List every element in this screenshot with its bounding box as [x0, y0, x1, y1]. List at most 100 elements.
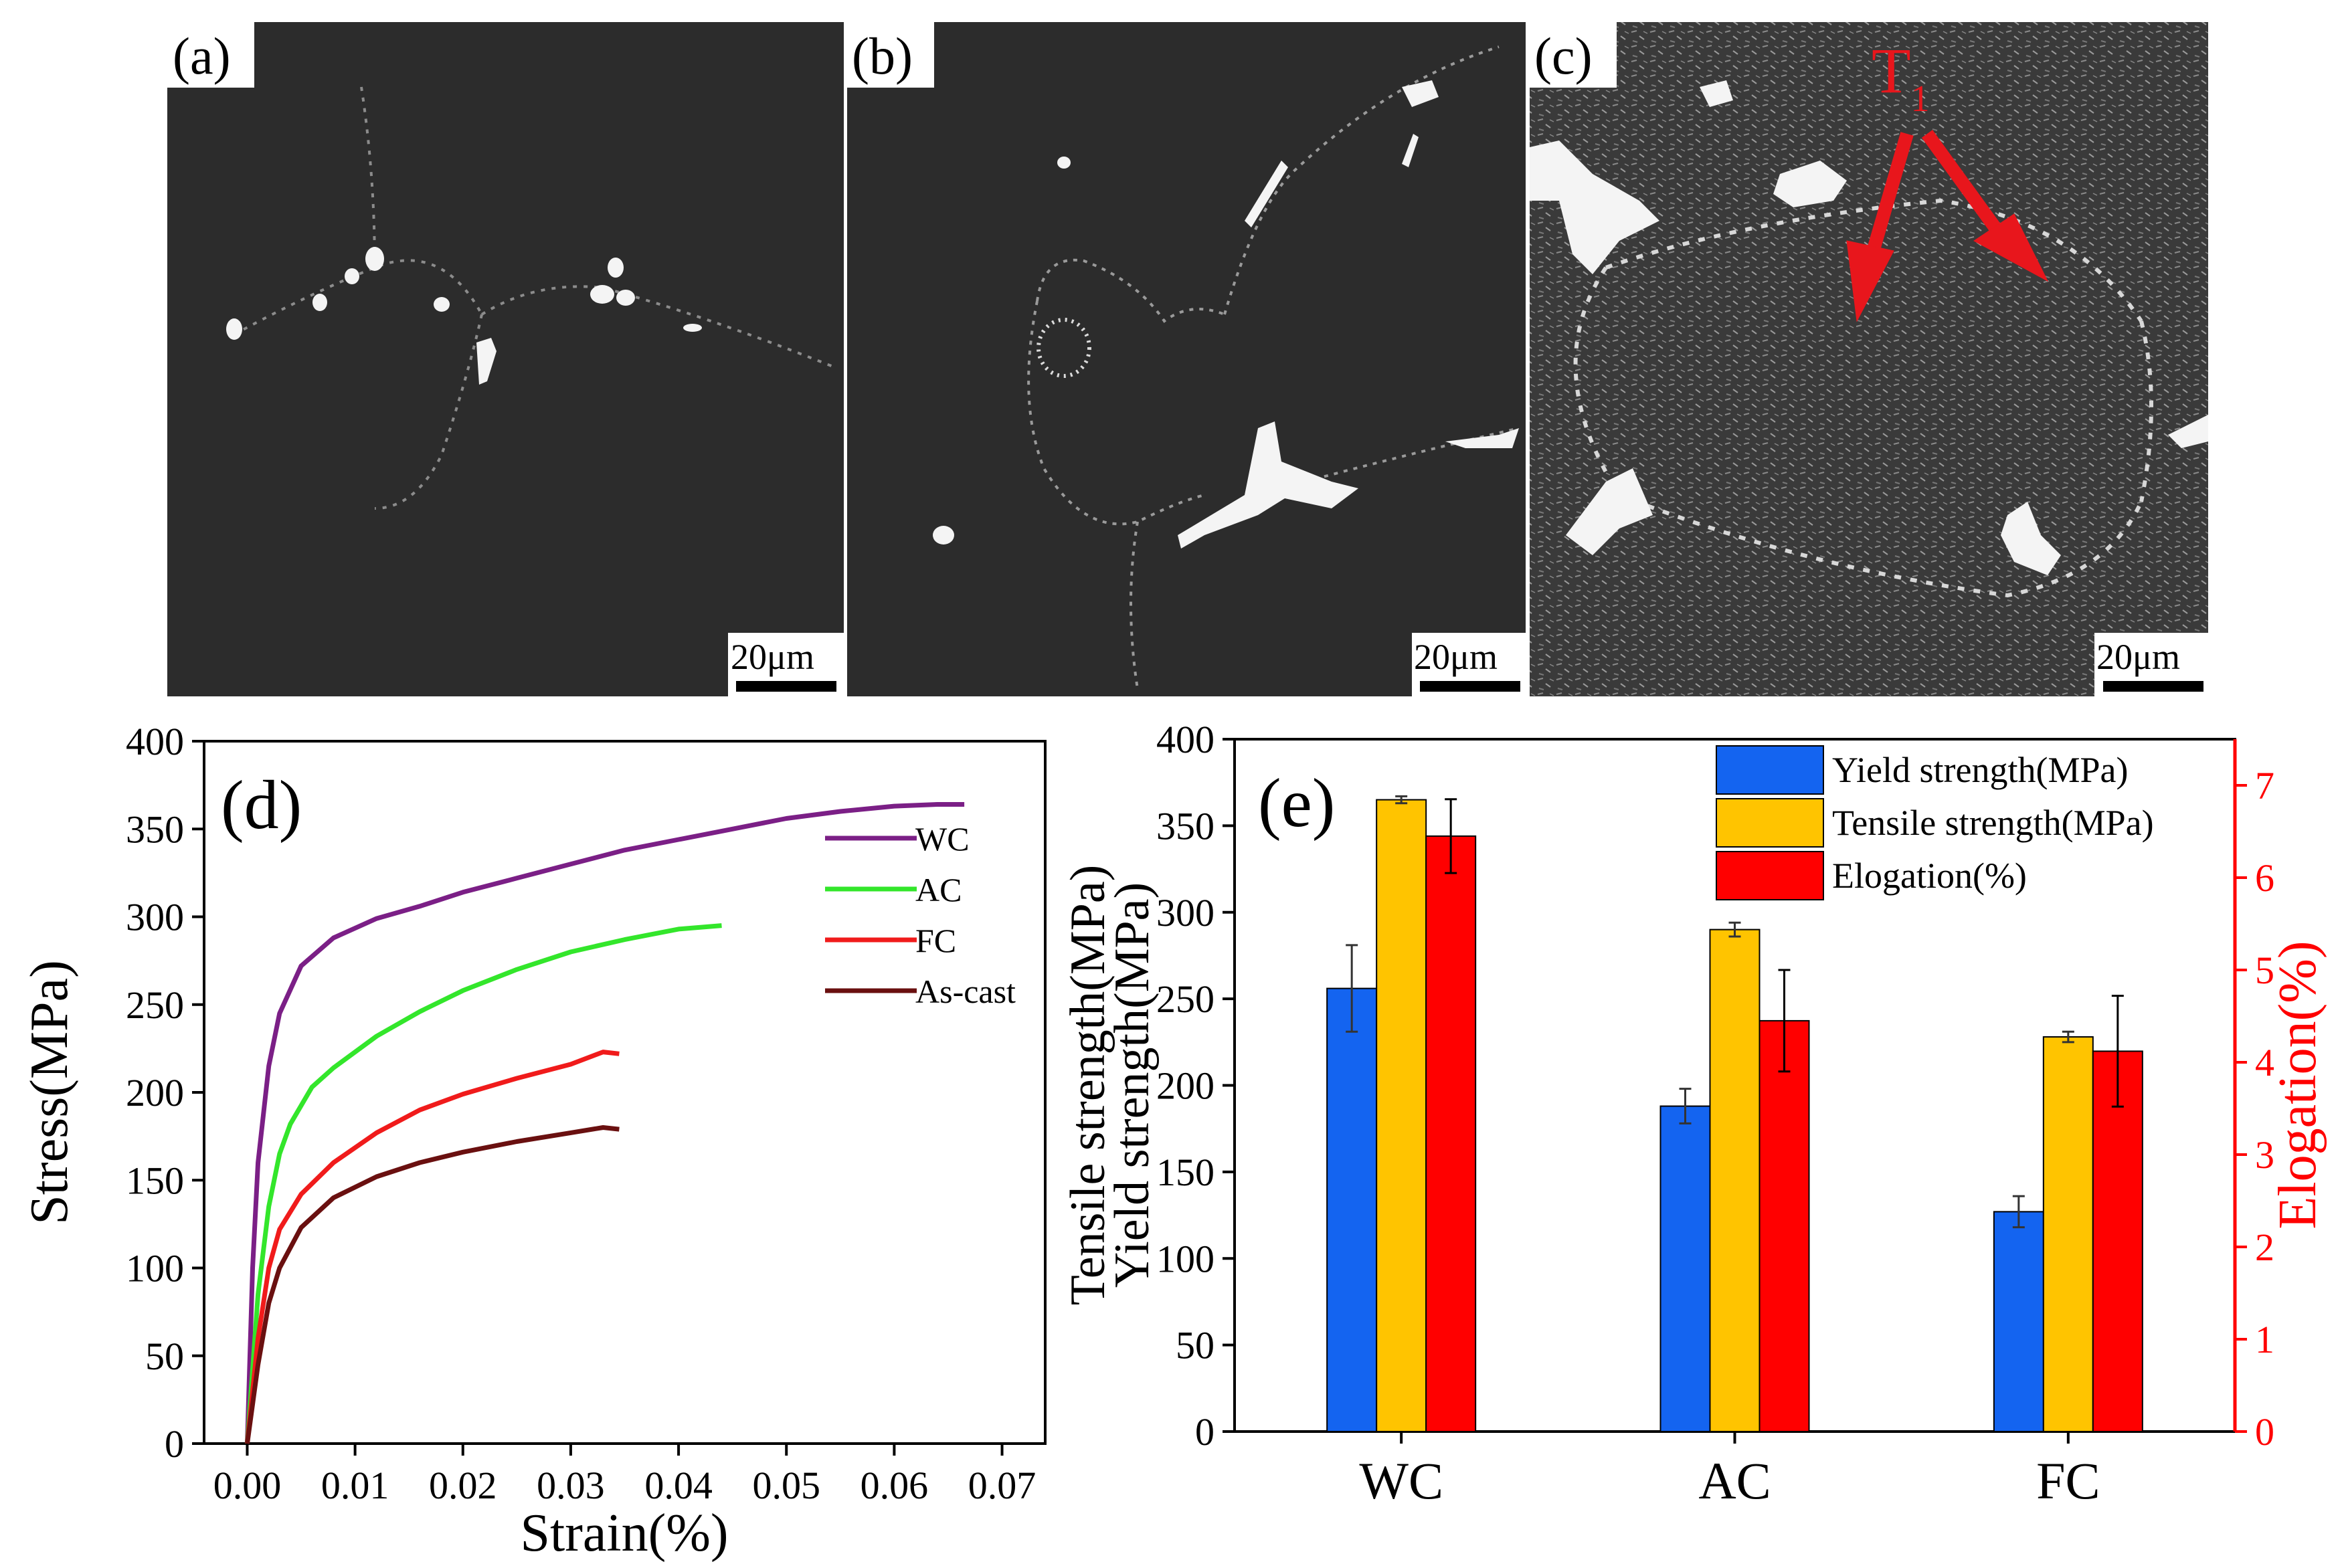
panel-c-label: (c)	[1534, 27, 1593, 85]
y-tick-label: 100	[126, 1247, 184, 1290]
legend-swatch-tensile-strength-mpa	[1716, 798, 1824, 848]
chart-e-ylabel-line-2: Yield strength(MPa)	[1105, 882, 1160, 1288]
strength-bar-chart: (e) Tensile strength(MPa) Yield strength…	[1061, 718, 2327, 1510]
y-tick-label: 150	[126, 1159, 184, 1202]
y-tick-label: 400	[1156, 718, 1214, 761]
x-tick-label: 0.02	[429, 1464, 497, 1507]
x-tick-label: 0.06	[861, 1464, 929, 1507]
scale-bar-c-label: 20μm	[2096, 637, 2180, 677]
grain-boundary-a	[234, 86, 837, 510]
grain-boundary-b	[1027, 45, 1520, 690]
second-phase-a	[226, 247, 702, 385]
y-tick-label: 350	[126, 807, 184, 851]
x-tick-label: WC	[1359, 1452, 1443, 1510]
right-y-tick-label: 7	[2255, 764, 2274, 807]
series-line-as-cast	[245, 1125, 620, 1444]
legend-label-elogation: Elogation(%)	[1832, 856, 2027, 896]
arrow-right-head	[1973, 213, 2049, 282]
bar-wc-yield-strength-mpa	[1326, 987, 1378, 1432]
arrow-left-shaft	[1864, 132, 1914, 263]
second-phase-b	[933, 80, 1519, 549]
x-tick-label: 0.07	[968, 1464, 1037, 1507]
arrow-left-head	[1846, 240, 1894, 322]
micrograph-b: (b) 20μm	[847, 22, 1526, 696]
x-tick-label: 0.00	[213, 1464, 282, 1507]
t1-arrows	[1846, 130, 2049, 322]
chart-e-legend: Yield strength(MPa) Tensile strength(MPa)…	[1716, 745, 2154, 900]
series-line-fc	[245, 1050, 620, 1444]
y-tick-label: 50	[145, 1335, 184, 1378]
panel-a-label-bg	[167, 22, 254, 88]
panel-b-label-bg	[847, 22, 934, 88]
chart-e-ylabel-line-1: Tensile strength(MPa)	[1061, 865, 1115, 1306]
arrow-right-shaft	[1921, 130, 2003, 235]
right-y-tick-label: 2	[2255, 1226, 2274, 1269]
y-tick-label: 200	[126, 1071, 184, 1114]
legend-swatch-elogation	[1716, 851, 1824, 900]
series-line-ac	[245, 923, 722, 1444]
bar-ac-elogation	[1759, 1019, 1810, 1432]
chart-e-bars	[1326, 795, 2143, 1433]
y-tick-label: 250	[126, 983, 184, 1027]
right-y-tick-label: 0	[2255, 1410, 2274, 1454]
bar-ac-tensile-strength-mpa	[1709, 928, 1761, 1432]
y-tick-label: 400	[126, 720, 184, 763]
y-tick-label: 0	[165, 1422, 184, 1466]
bar-fc-yield-strength-mpa	[1993, 1211, 2044, 1432]
chart-d-legend: WC AC FC As-cast	[825, 820, 1016, 1010]
micrograph-c-image	[1530, 22, 2208, 696]
legend-label-as-cast: As-cast	[915, 973, 1016, 1010]
y-tick-label: 350	[1156, 804, 1214, 848]
legend-label-yield-strength-mpa: Yield strength(MPa)	[1832, 750, 2128, 790]
x-tick-label: AC	[1698, 1452, 1771, 1510]
right-y-tick-label: 4	[2255, 1041, 2274, 1084]
micrograph-a: (a) 20μm	[167, 22, 844, 696]
right-y-tick-label: 6	[2255, 856, 2274, 900]
bar-fc-elogation	[2092, 1050, 2143, 1432]
scale-bar-b-label: 20μm	[1414, 637, 1498, 677]
right-y-tick-label: 3	[2255, 1133, 2274, 1177]
y-tick-label: 300	[126, 896, 184, 939]
legend-label-fc: FC	[915, 922, 956, 959]
chart-d-panel-label: (d)	[221, 767, 302, 844]
y-tick-label: 200	[1156, 1064, 1214, 1108]
chart-d-series	[245, 802, 965, 1444]
panel-b-label: (b)	[852, 27, 913, 85]
bar-ac-yield-strength-mpa	[1659, 1105, 1711, 1433]
y-tick-label: 150	[1156, 1151, 1214, 1194]
chart-e-panel-label: (e)	[1258, 765, 1335, 842]
legend-label-wc: WC	[915, 820, 970, 858]
scale-bar-a-line	[736, 681, 836, 692]
bar-wc-elogation	[1425, 835, 1477, 1432]
chart-e-ylabel-right: Elogation(%)	[2268, 941, 2327, 1230]
x-tick-label: 0.05	[752, 1464, 820, 1507]
x-tick-label: 0.04	[644, 1464, 713, 1507]
scale-bar-a-label: 20μm	[731, 637, 814, 677]
chart-d-ticks: 0.00 0.01 0.02 0.03 0.04 0.05 0.06 0.07 0 50 100 15…	[126, 720, 1036, 1507]
y-tick-label: 300	[1156, 891, 1214, 935]
t1-annotation: T1	[1872, 35, 1930, 120]
y-tick-label: 250	[1156, 977, 1214, 1021]
chart-d-xlabel: Strain(%)	[520, 1504, 728, 1563]
y-tick-label: 0	[1195, 1410, 1214, 1454]
scale-bar-c-line	[2103, 681, 2203, 692]
stress-strain-chart: (d) Strain(%) Stress(MPa) 0.00 0.01 0.02 0.…	[20, 720, 1047, 1563]
micrograph-b-image	[847, 22, 1526, 696]
series-line-wc	[245, 802, 965, 1444]
chart-e-ticks: 0 50 100 150 200 250 300 350 400 0 1 2 3 4 5 6 7 WC AC FC	[1156, 718, 2274, 1510]
micrograph-a-image	[167, 22, 844, 696]
panel-a-label: (a)	[173, 27, 231, 85]
x-tick-label: FC	[2036, 1452, 2100, 1510]
micrograph-c: T1 (c) 20μm	[1530, 22, 2208, 696]
right-y-tick-label: 5	[2255, 949, 2274, 992]
legend-label-ac: AC	[915, 871, 962, 908]
legend-swatch-yield-strength-mpa	[1716, 745, 1824, 795]
y-tick-label: 50	[1176, 1324, 1214, 1367]
x-tick-label: 0.03	[537, 1464, 605, 1507]
y-tick-label: 100	[1156, 1237, 1214, 1280]
right-y-tick-label: 1	[2255, 1318, 2274, 1361]
x-tick-label: 0.01	[321, 1464, 389, 1507]
bar-wc-tensile-strength-mpa	[1376, 799, 1427, 1432]
panel-c-label-bg	[1530, 22, 1617, 88]
